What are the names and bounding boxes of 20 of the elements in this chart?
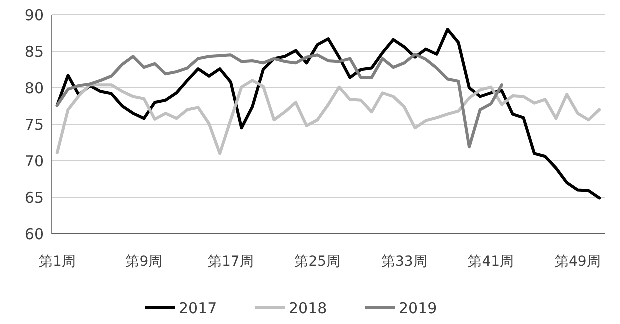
x-tick-label: 第25周	[294, 254, 341, 270]
x-tick-label: 第9周	[126, 254, 163, 270]
legend-label: 2017	[179, 299, 218, 318]
x-tick-label: 第17周	[208, 254, 254, 270]
line-series	[56, 52, 504, 149]
y-tick-label: 70	[24, 152, 44, 170]
y-tick-label: 80	[24, 79, 44, 98]
x-tick-label: 第41周	[468, 254, 514, 270]
x-tick-label: 第49周	[555, 254, 601, 270]
y-tick-label: 65	[24, 188, 44, 207]
x-tick-label: 第33周	[381, 254, 428, 270]
y-tick-label: 85	[24, 42, 44, 61]
line-series	[56, 28, 602, 200]
y-tick-label: 60	[24, 225, 44, 244]
y-tick-label: 90	[24, 6, 44, 24]
line-series	[56, 79, 602, 156]
legend-label: 2018	[289, 299, 328, 318]
x-tick-label: 第1周	[38, 254, 76, 270]
y-tick-label: 75	[24, 116, 44, 134]
legend-label: 2019	[399, 299, 438, 318]
